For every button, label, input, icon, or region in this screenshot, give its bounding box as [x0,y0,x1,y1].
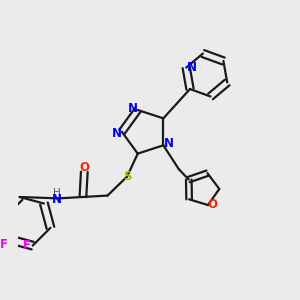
Text: N: N [52,193,62,206]
Text: N: N [164,137,173,150]
Text: F: F [0,238,8,250]
Text: N: N [187,61,197,74]
Text: N: N [128,102,138,115]
Text: S: S [123,170,131,183]
Text: F: F [22,238,31,252]
Text: O: O [208,198,218,211]
Text: O: O [79,160,89,174]
Text: H: H [53,188,61,198]
Text: N: N [112,127,122,140]
